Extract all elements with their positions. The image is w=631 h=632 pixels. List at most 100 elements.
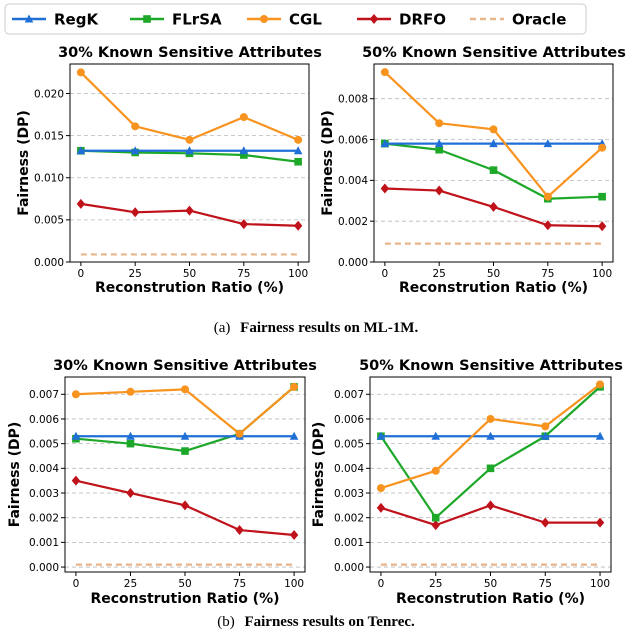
data-point-flrsa [126, 439, 135, 448]
series-line-cgl [384, 71, 603, 198]
data-point-drfo [486, 500, 495, 511]
data-point-regk [486, 431, 495, 440]
legend-marker-drfo [369, 14, 379, 24]
y-tick-label: 0.000 [29, 562, 59, 574]
data-point-cgl [290, 382, 299, 391]
x-axis-label: Reconstrution Ratio (%) [399, 280, 588, 296]
y-tick-label: 0.010 [34, 173, 64, 185]
panel-title: 30% Known Sensitive Attributes [58, 45, 322, 61]
y-tick-label: 0.000 [338, 257, 368, 269]
caption-a-text: Fairness results on ML-1M. [240, 320, 418, 336]
x-axis-label: Reconstrution Ratio (%) [95, 280, 284, 296]
data-point-regk [376, 431, 386, 440]
data-point-cgl [239, 113, 248, 122]
series-regk [76, 146, 303, 155]
y-tick-label: 0.005 [29, 438, 59, 450]
series-cgl [71, 382, 299, 438]
series-drfo [71, 475, 299, 540]
data-point-regk [126, 431, 135, 440]
data-point-cgl [543, 192, 552, 201]
legend: RegK FLrSA CGL DRFO Oracle [4, 3, 587, 35]
legend-marker-regk [24, 14, 34, 23]
x-tick-label: 100 [284, 578, 304, 590]
legend-label-cgl: CGL [289, 11, 322, 29]
data-point-cgl [235, 429, 244, 438]
x-tick-label: 0 [382, 268, 389, 280]
data-point-drfo [185, 205, 194, 216]
data-point-cgl [126, 387, 135, 396]
captions: (a) Fairness results on ML-1M. (b) Fairn… [214, 320, 419, 630]
data-point-regk [489, 139, 498, 148]
x-axis-label: Reconstrution Ratio (%) [90, 591, 279, 607]
x-tick-label: 50 [487, 268, 500, 280]
data-point-regk [289, 431, 299, 440]
data-point-drfo [543, 220, 553, 231]
legend-item-regk: RegK [12, 11, 99, 29]
data-point-flrsa [489, 166, 498, 174]
data-point-flrsa [431, 513, 440, 522]
data-point-regk [185, 146, 194, 155]
data-point-drfo [235, 525, 244, 536]
y-tick-label: 0.002 [334, 512, 364, 524]
x-tick-label: 50 [183, 268, 196, 280]
x-tick-label: 0 [78, 268, 85, 280]
y-tick-label: 0.001 [29, 537, 59, 549]
data-point-cgl [431, 466, 440, 475]
chart-panel-4: 0.000 0.001 0.002 0.003 0.004 0.005 0.006 0.007… [311, 358, 623, 607]
x-tick-label: 100 [288, 268, 308, 280]
data-point-cgl [596, 380, 605, 389]
plot-frame [373, 63, 614, 263]
x-tick-label: 25 [124, 578, 137, 590]
data-point-drfo [130, 207, 140, 218]
data-point-flrsa [294, 157, 302, 166]
x-tick-label: 0 [378, 578, 385, 590]
data-point-cgl [486, 414, 495, 423]
data-point-regk [130, 146, 140, 155]
series-line-flrsa [380, 386, 601, 519]
x-tick-label: 25 [432, 268, 445, 280]
y-tick-label: 0.003 [334, 488, 364, 500]
caption-b-label: (b) [217, 614, 235, 630]
y-tick-label: 0.001 [334, 537, 364, 549]
y-tick-label: 0.002 [29, 512, 59, 524]
series-regk [71, 431, 299, 440]
x-tick-label: 25 [128, 268, 141, 280]
y-tick-label: 0.004 [334, 463, 364, 475]
y-tick-label: 0.005 [334, 438, 364, 450]
panel-title: 30% Known Sensitive Attributes [53, 358, 317, 374]
data-point-regk [239, 146, 249, 155]
legend-marker-cgl [260, 15, 268, 23]
data-point-regk [434, 139, 444, 148]
y-tick-label: 0.000 [334, 562, 364, 574]
y-tick-label: 0.005 [34, 215, 64, 227]
data-point-drfo [76, 198, 86, 209]
chart-panel-1: 0.000 0.005 0.010 0.015 0.020 0 25 50 75 100 30% K… [16, 45, 322, 296]
data-point-cgl [376, 484, 385, 493]
data-point-drfo [180, 500, 190, 511]
data-point-drfo [434, 185, 444, 196]
panel-title: 50% Known Sensitive Attributes [362, 45, 626, 61]
legend-marker-flrsa [143, 15, 151, 23]
legend-item-cgl: CGL [247, 11, 322, 29]
y-tick-label: 0.020 [34, 88, 64, 100]
caption-a: (a) Fairness results on ML-1M. [214, 320, 419, 336]
x-axis-label: Reconstrution Ratio (%) [396, 591, 585, 607]
data-point-regk [431, 431, 441, 440]
data-point-cgl [71, 390, 80, 399]
data-point-flrsa [181, 447, 189, 455]
legend-item-flrsa: FLrSA [130, 11, 222, 29]
data-point-drfo [126, 488, 135, 499]
x-tick-label: 100 [592, 268, 612, 280]
data-point-drfo [489, 201, 498, 212]
data-point-drfo [289, 529, 299, 540]
caption-b: (b) Fairness results on Tenrec. [217, 614, 415, 630]
data-point-drfo [541, 517, 550, 528]
legend-label-oracle: Oracle [512, 11, 566, 29]
series-line-cgl [80, 71, 299, 141]
y-axis-label: Fairness (DP) [320, 110, 336, 216]
series-drfo [380, 183, 607, 232]
data-point-flrsa [598, 192, 606, 201]
y-tick-label: 0.006 [334, 414, 364, 426]
data-point-cgl [76, 68, 85, 77]
y-tick-label: 0.003 [29, 488, 59, 500]
